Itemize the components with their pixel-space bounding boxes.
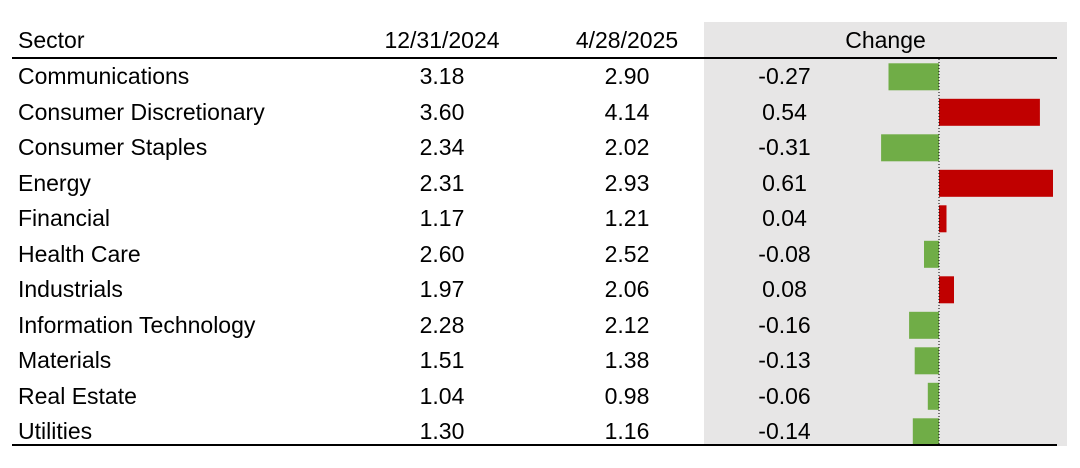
row-value-2024: 2.60 (419, 240, 465, 267)
row-value-2024: 1.51 (419, 347, 465, 373)
row-value-2025: 2.90 (604, 63, 650, 89)
row-change-value: -0.16 (758, 311, 811, 338)
change-bar (927, 382, 939, 410)
row-sector-label: Health Care (18, 240, 141, 267)
change-bar (881, 134, 939, 162)
change-bar (939, 205, 947, 233)
header-rule (12, 57, 1057, 59)
row-value-2024: 2.34 (419, 134, 465, 160)
row-value-2025: 2.12 (604, 311, 650, 338)
row-sector-label: Financial (18, 205, 111, 231)
change-bar (939, 169, 1053, 197)
row-value-2025: 1.16 (604, 418, 650, 444)
change-bar (914, 347, 939, 375)
change-bar (888, 63, 939, 91)
header-change: Change (845, 27, 926, 53)
change-bar (912, 418, 939, 446)
row-value-2024: 3.18 (419, 63, 465, 89)
row-change-value: -0.13 (758, 347, 811, 373)
row-value-2024: 1.04 (419, 382, 465, 409)
row-value-2025: 2.52 (604, 240, 650, 267)
row-value-2025: 2.02 (604, 134, 650, 160)
row-value-2025: 4.14 (604, 98, 650, 125)
row-sector-label: Communications (18, 63, 190, 89)
row-change-value: -0.06 (758, 382, 811, 409)
header-date-2: 4/28/2025 (575, 27, 679, 53)
row-value-2025: 1.21 (604, 205, 650, 231)
row-change-value: 0.08 (762, 276, 807, 302)
row-value-2024: 3.60 (419, 98, 465, 125)
row-value-2024: 2.31 (419, 169, 465, 196)
row-sector-label: Consumer Discretionary (18, 98, 265, 125)
row-sector-label: Industrials (18, 276, 123, 302)
row-sector-label: Real Estate (18, 382, 137, 409)
row-change-value: -0.08 (758, 240, 811, 267)
header-sector: Sector (18, 27, 85, 53)
row-change-value: -0.27 (758, 63, 811, 89)
row-sector-label: Utilities (18, 418, 93, 444)
row-value-2025: 1.38 (604, 347, 650, 373)
row-change-value: 0.61 (762, 169, 807, 196)
row-value-2025: 0.98 (604, 382, 650, 409)
change-bar (924, 240, 939, 268)
row-change-value: -0.31 (758, 134, 811, 160)
header-date-1: 12/31/2024 (384, 27, 500, 53)
sector-table: Sector 12/31/2024 4/28/2025 Change Commu… (12, 22, 1067, 446)
row-change-value: 0.54 (762, 98, 807, 125)
change-bar (909, 311, 939, 339)
row-value-2024: 1.97 (419, 276, 465, 302)
change-bar (939, 276, 954, 304)
row-change-value: -0.14 (758, 418, 811, 444)
change-column-background (704, 22, 1067, 446)
row-sector-label: Materials (18, 347, 112, 373)
row-value-2024: 1.17 (419, 205, 465, 231)
row-value-2024: 1.30 (419, 418, 465, 444)
bottom-rule (12, 444, 1057, 446)
change-bar-chart (881, 59, 1053, 446)
row-sector-label: Information Technology (18, 311, 256, 338)
row-sector-label: Energy (18, 169, 91, 196)
change-bar (939, 98, 1040, 126)
row-change-value: 0.04 (762, 205, 807, 231)
row-value-2025: 2.93 (604, 169, 650, 196)
row-value-2024: 2.28 (419, 311, 465, 338)
row-value-2025: 2.06 (604, 276, 650, 302)
row-sector-label: Consumer Staples (18, 134, 208, 160)
